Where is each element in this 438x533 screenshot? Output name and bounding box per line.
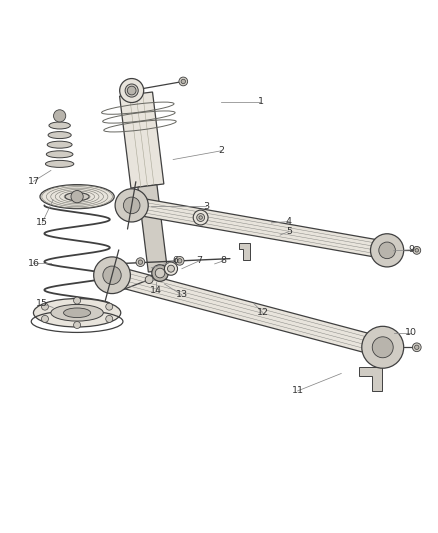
Polygon shape: [239, 243, 250, 261]
Circle shape: [199, 216, 202, 219]
Polygon shape: [130, 197, 389, 259]
Circle shape: [71, 190, 83, 203]
Text: 7: 7: [196, 256, 202, 265]
Ellipse shape: [125, 84, 138, 97]
Ellipse shape: [49, 122, 71, 129]
Circle shape: [193, 210, 208, 225]
Ellipse shape: [40, 184, 114, 208]
Circle shape: [136, 258, 145, 266]
Circle shape: [42, 316, 49, 322]
Ellipse shape: [164, 262, 177, 275]
Text: 5: 5: [286, 227, 292, 236]
Text: 3: 3: [203, 202, 209, 211]
Circle shape: [42, 303, 49, 310]
Ellipse shape: [65, 193, 89, 200]
Circle shape: [413, 343, 421, 352]
Text: 11: 11: [292, 386, 304, 395]
Text: 15: 15: [36, 299, 48, 308]
Text: 6: 6: [172, 256, 178, 265]
Circle shape: [138, 260, 143, 264]
Ellipse shape: [94, 257, 131, 294]
Text: 1: 1: [258, 98, 264, 107]
Ellipse shape: [115, 189, 148, 222]
Circle shape: [106, 303, 113, 310]
Ellipse shape: [46, 151, 73, 158]
Text: 8: 8: [220, 256, 226, 265]
Text: 16: 16: [28, 259, 39, 268]
Ellipse shape: [120, 78, 144, 102]
Polygon shape: [120, 92, 164, 188]
Circle shape: [413, 246, 421, 254]
Circle shape: [74, 297, 81, 304]
Circle shape: [197, 214, 205, 221]
Polygon shape: [138, 185, 167, 272]
Ellipse shape: [155, 268, 165, 278]
Text: 4: 4: [286, 217, 292, 226]
Ellipse shape: [48, 132, 71, 139]
Circle shape: [181, 79, 185, 84]
Text: 9: 9: [408, 245, 414, 254]
Polygon shape: [359, 367, 382, 391]
Text: 12: 12: [257, 308, 268, 317]
Ellipse shape: [124, 197, 140, 214]
Ellipse shape: [103, 266, 121, 285]
Ellipse shape: [46, 160, 74, 167]
Circle shape: [106, 316, 113, 322]
Text: 13: 13: [176, 290, 188, 300]
Circle shape: [53, 110, 66, 122]
Text: 15: 15: [36, 219, 48, 228]
Circle shape: [415, 248, 419, 252]
Text: 2: 2: [218, 146, 224, 155]
Circle shape: [127, 86, 136, 95]
Circle shape: [179, 77, 187, 86]
Text: 10: 10: [405, 328, 417, 337]
Ellipse shape: [371, 234, 404, 267]
Text: 17: 17: [28, 177, 39, 186]
Ellipse shape: [64, 308, 91, 318]
Text: 14: 14: [150, 286, 162, 295]
Ellipse shape: [167, 265, 174, 272]
Circle shape: [415, 345, 419, 350]
Circle shape: [74, 321, 81, 328]
Ellipse shape: [379, 242, 396, 259]
Ellipse shape: [47, 141, 72, 148]
Ellipse shape: [152, 265, 168, 281]
Circle shape: [175, 256, 184, 265]
Ellipse shape: [145, 276, 153, 284]
Ellipse shape: [372, 337, 393, 358]
Ellipse shape: [362, 326, 404, 368]
Circle shape: [177, 259, 182, 263]
Polygon shape: [110, 266, 385, 357]
Ellipse shape: [33, 298, 121, 327]
Ellipse shape: [51, 304, 103, 321]
